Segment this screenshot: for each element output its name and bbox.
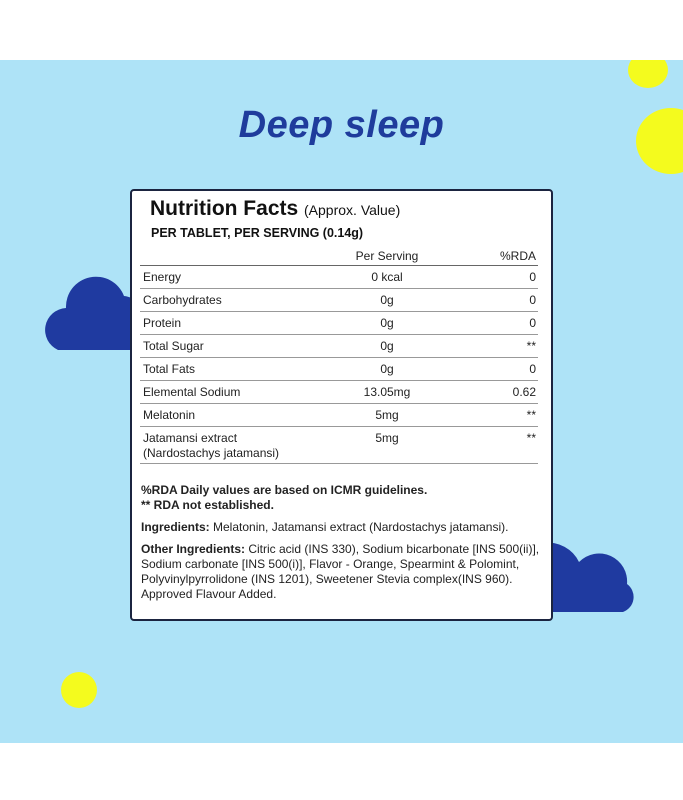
nutrient-rda: 0.62 — [512, 385, 536, 399]
nutrient-rda: ** — [526, 431, 536, 445]
nutrient-rda: 0 — [529, 293, 536, 307]
table-row: Elemental Sodium 13.05mg 0.62 — [140, 381, 538, 404]
nutrient-name-line: Carbohydrates — [143, 293, 222, 307]
nutrient-name: Carbohydrates — [143, 293, 222, 308]
col-per-serving: Per Serving — [355, 249, 419, 263]
nutrient-rda: ** — [526, 339, 536, 353]
other-ingredients-label: Other Ingredients: — [141, 542, 246, 556]
nutrient-name-line: Elemental Sodium — [143, 385, 241, 399]
serving-size: PER TABLET, PER SERVING (0.14g) — [151, 226, 364, 240]
nutrient-value: 13.05mg — [363, 385, 411, 399]
nutrient-name-line: Total Sugar — [143, 339, 204, 353]
table-row: Melatonin 5mg ** — [140, 404, 538, 427]
nutrient-value: 0g — [380, 339, 394, 353]
ingredients-text: Melatonin, Jatamansi extract (Nardostach… — [209, 520, 509, 534]
nutrient-name-line: Jatamansi extract — [143, 431, 238, 445]
table-row: Total Sugar 0g ** — [140, 335, 538, 358]
product-title: Deep sleep — [238, 104, 445, 146]
nutrient-name-line: Total Fats — [143, 362, 196, 376]
nutrient-name: Protein — [143, 316, 181, 331]
moon-cloud-icon — [45, 244, 138, 367]
nutrient-value: 0g — [380, 362, 394, 376]
other-ingredients-text: Citric acid (INS 330), Sodium bicarbonat… — [141, 542, 540, 601]
notes: %RDA Daily values are based on ICMR guid… — [132, 191, 551, 619]
col-rda: %RDA — [499, 249, 536, 263]
ingredients-label: Ingredients: — [141, 520, 210, 534]
table-row: Total Fats 0g 0 — [140, 358, 538, 381]
yellow-dot-bottom — [61, 672, 97, 708]
note-not-established: ** RDA not established. — [141, 498, 274, 512]
heading-text: Nutrition Facts — [150, 197, 299, 220]
nutrient-value: 5mg — [375, 408, 399, 422]
nutrient-name: Melatonin — [143, 408, 195, 423]
nutrient-name: Total Sugar — [143, 339, 204, 354]
nutrient-name-line: Protein — [143, 316, 182, 330]
nutrient-value: 0 kcal — [371, 270, 403, 284]
nutrient-name-line: Energy — [143, 270, 182, 284]
nutrient-rda: 0 — [529, 270, 536, 284]
nutrient-name: Energy — [143, 270, 181, 285]
nutrient-value: 0g — [380, 316, 394, 330]
nutrition-table: Per Serving %RDA Energy 0 kcal 0 Carbohyd… — [140, 245, 538, 464]
table-header: Per Serving %RDA — [140, 245, 538, 266]
nutrient-name: Elemental Sodium — [143, 385, 240, 400]
table-row: Carbohydrates 0g 0 — [140, 289, 538, 312]
heading-note: (Approx. Value) — [304, 202, 401, 218]
nutrient-name: Total Fats — [143, 362, 195, 377]
nutrient-value: 0g — [380, 293, 394, 307]
table-row: Protein 0g 0 — [140, 312, 538, 335]
nutrient-rda: ** — [526, 408, 536, 422]
table-row: Jatamansi extract (Nardostachys jatamansi… — [140, 427, 538, 464]
nutrient-name-line: Melatonin — [143, 408, 196, 422]
yellow-dot-top — [628, 60, 668, 88]
table-row: Energy 0 kcal 0 — [140, 266, 538, 289]
nutrient-name-line2: (Nardostachys jatamansi) — [143, 446, 280, 460]
nutrient-name: Jatamansi extract (Nardostachys jatamansi… — [143, 431, 279, 461]
nutrient-value: 5mg — [375, 431, 399, 445]
panel-heading: Nutrition Facts (Approx. Value) — [150, 197, 400, 222]
nutrient-rda: 0 — [529, 316, 536, 330]
note-rda: %RDA Daily values are based on ICMR guid… — [141, 483, 428, 497]
nutrient-rda: 0 — [529, 362, 536, 376]
nutrition-facts-panel: Nutrition Facts (Approx. Value) PER TABL… — [130, 189, 553, 621]
